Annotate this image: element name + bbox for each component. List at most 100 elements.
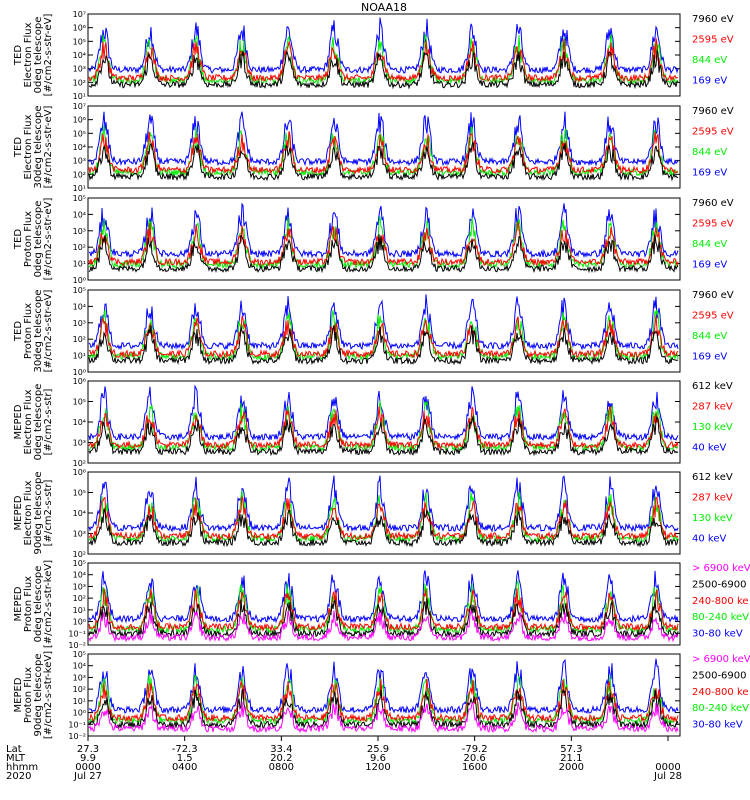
legend-entry: 844 eV [692, 55, 727, 66]
legend-entry: 2595 eV [692, 127, 734, 138]
legend-entry: 2500-6900 [692, 579, 747, 590]
x-axis-row-label: 2020 [6, 771, 31, 782]
y-axis-label-line: 0deg telescope [33, 566, 44, 643]
panel-4: 10⁰ 10¹ 10² 10³ 10⁴ 10⁵ TED Proton Flux 30deg te… [13, 286, 734, 377]
y-tick-label: 10² [73, 170, 86, 179]
x-axis-value: 0400 [172, 762, 197, 773]
legend-entry: 169 eV [692, 260, 727, 271]
x-axis-value: 1200 [365, 762, 390, 773]
data-series-trace [88, 475, 679, 533]
legend-entry: 844 eV [692, 239, 727, 250]
y-tick-label: 10⁶ [73, 116, 86, 125]
legend-entry: 287 keV [692, 402, 733, 413]
x-axis-row-label: MLT [6, 753, 26, 764]
y-axis-label-line: TED [13, 137, 24, 158]
data-series-trace [88, 202, 679, 259]
legend-entry: 130 keV [692, 513, 733, 524]
y-tick-label: 10¹ [73, 352, 86, 361]
y-axis-label-line: Electron Flux [23, 114, 34, 179]
panel-6: 10² 10³ 10⁴ 10⁵ 10⁶ MEPED Electron Flux 90deg t… [13, 468, 733, 559]
x-axis-row-label: Lat [6, 744, 22, 755]
y-tick-label: 10⁶ [73, 468, 86, 477]
y-axis-label-line: MEPED [13, 495, 24, 530]
data-series-trace [88, 49, 679, 90]
data-series-trace [88, 384, 679, 442]
y-tick-label: 10³ [73, 157, 86, 166]
legend-entry: 40 keV [692, 534, 726, 545]
y-axis-label-line: [#/cm2-s-str-keV] [43, 560, 54, 648]
x-axis-value: 21.1 [560, 753, 582, 764]
data-series-trace [88, 608, 679, 643]
panel-frame [87, 562, 681, 646]
legend-entry: 80-240 keV [692, 703, 749, 714]
y-tick-label: 10² [73, 550, 86, 559]
y-tick-label: 10⁵ [73, 37, 86, 46]
y-tick-label: 10⁴ [73, 143, 86, 152]
y-axis-label-line: [#/cm2-s-str-eV] [43, 14, 54, 97]
y-axis-label-line: Proton Flux [23, 211, 34, 267]
y-axis-label-line: TED [13, 45, 24, 66]
legend-entry: 40 keV [692, 443, 726, 454]
x-axis-value: 1.5 [177, 753, 193, 764]
chart-title: NOAA18 [361, 1, 407, 14]
legend-entry: 240-800 ke [692, 687, 749, 698]
y-tick-label: 10⁶ [73, 24, 86, 33]
data-series-trace [88, 38, 678, 83]
legend-entry: 844 eV [692, 331, 727, 342]
data-series-trace [88, 496, 679, 541]
y-tick-label: 10⁻¹ [68, 720, 86, 729]
y-tick-label: 10² [73, 594, 86, 603]
y-tick-label: 10⁻² [68, 641, 86, 650]
y-axis-label-line: Electron Flux [23, 480, 34, 545]
x-axis-value: -79.2 [462, 744, 488, 755]
legend-entry: 2595 eV [692, 35, 734, 46]
y-tick-label: 10² [73, 685, 86, 694]
y-axis-label-line: MEPED [13, 677, 24, 712]
x-axis-value: 0800 [269, 762, 294, 773]
legend-entry: 287 keV [692, 493, 733, 504]
data-series-trace [88, 294, 679, 351]
y-tick-label: 10¹ [73, 92, 86, 101]
y-axis-label-line: 0deg telescope [33, 201, 44, 278]
y-axis-label-line: Proton Flux [23, 303, 34, 359]
y-tick-label: 10⁶ [73, 377, 86, 386]
data-series-trace [88, 234, 679, 274]
legend-entry: 7960 eV [692, 14, 734, 25]
y-tick-label: 10⁵ [73, 194, 86, 203]
legend-entry: 2595 eV [692, 311, 734, 322]
y-axis-label-line: [#/cm2-s-str] [43, 479, 54, 546]
y-axis-label-line: 0deg telescope [33, 17, 44, 94]
data-series-trace [88, 111, 679, 167]
y-tick-label: 10³ [73, 530, 86, 539]
y-axis-label-line: [#/cm2-s-str-eV] [43, 106, 54, 189]
y-axis-label-line: 30deg telescope [33, 105, 44, 188]
y-tick-label: 10⁴ [73, 509, 86, 518]
legend-entry: 169 eV [692, 168, 727, 179]
y-tick-label: 10¹ [73, 606, 86, 615]
y-tick-label: 10⁴ [73, 51, 86, 60]
y-tick-label: 10³ [73, 439, 86, 448]
y-tick-label: 10⁻¹ [68, 629, 86, 638]
legend-entry: 30-80 keV [692, 629, 743, 640]
y-axis-label-line: Electron Flux [23, 22, 34, 87]
y-tick-label: 10³ [73, 227, 86, 236]
y-axis-label-line: MEPED [13, 404, 24, 439]
y-axis-label-line: TED [13, 229, 24, 250]
legend-entry: 130 keV [692, 422, 733, 433]
y-tick-label: 10⁴ [73, 418, 86, 427]
panel-3: 10⁰ 10¹ 10² 10³ 10⁴ 10⁵ TED Proton Flux 0deg tel… [13, 194, 734, 285]
legend-entry: > 6900 keV [692, 654, 750, 665]
legend-entry: 169 eV [692, 352, 727, 363]
y-axis-label-line: 0deg telescope [33, 384, 44, 461]
x-axis-value: 1600 [462, 762, 487, 773]
x-axis-value: 0000 [655, 762, 680, 773]
y-tick-label: 10³ [73, 673, 86, 682]
x-axis-value: Jul 27 [73, 771, 102, 782]
y-tick-label: 10⁴ [73, 571, 86, 580]
data-series-trace [88, 406, 679, 450]
x-axis-value: 9.6 [370, 753, 386, 764]
legend-entry: 2500-6900 [692, 670, 747, 681]
y-tick-label: 10¹ [73, 184, 86, 193]
y-tick-label: 10² [73, 459, 86, 468]
